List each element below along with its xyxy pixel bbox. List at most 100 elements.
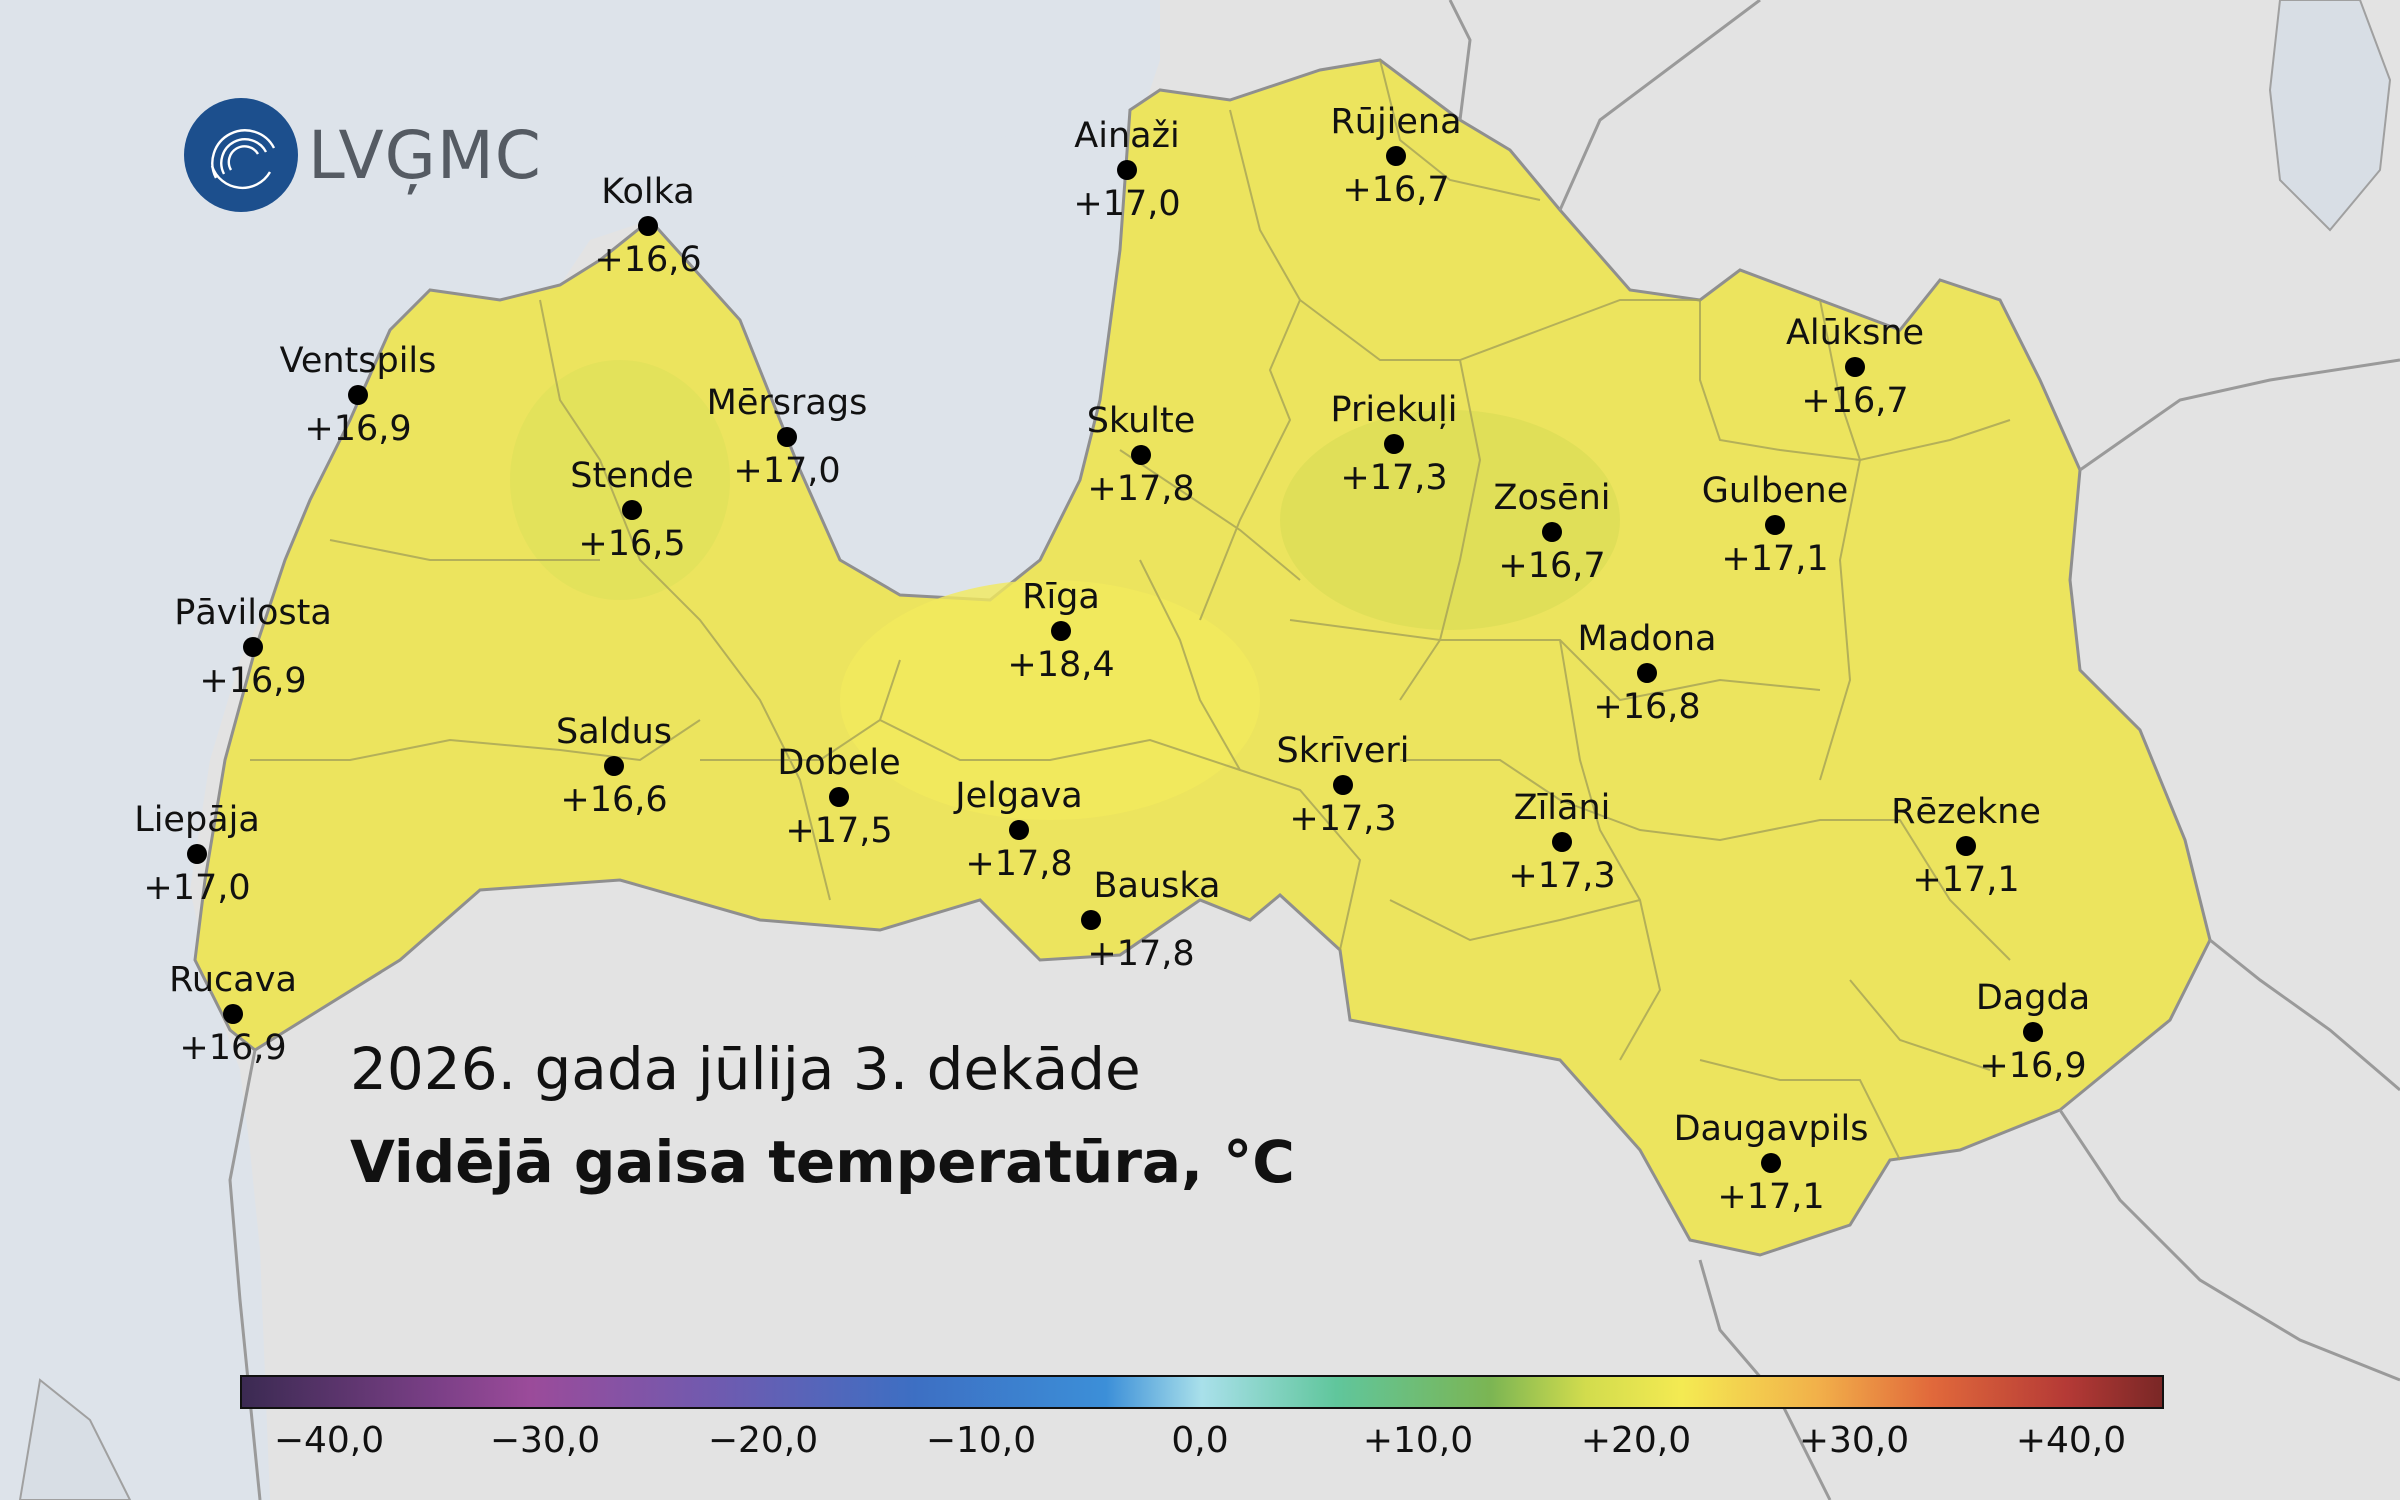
station-name: Skrīveri: [1276, 731, 1410, 771]
station-marker: [1009, 820, 1029, 840]
station-marker: [1637, 663, 1657, 683]
station-name: Ainaži: [1074, 116, 1180, 156]
station-marker: [1761, 1153, 1781, 1173]
station-name: Kolka: [601, 172, 695, 212]
station-name: Daugavpils: [1673, 1109, 1869, 1149]
station-name: Dagda: [1975, 978, 2091, 1018]
map-date: 2026. gada jūlija 3. dekāde: [350, 1035, 1141, 1103]
curonian-lagoon: [18, 1378, 132, 1500]
station-marker: [223, 1004, 243, 1024]
station-value: +17,1: [1717, 1177, 1825, 1217]
station-value: +16,9: [179, 1028, 287, 1068]
station-value: +16,6: [560, 780, 668, 820]
station-name: Rucava: [169, 960, 297, 1000]
lake-peipus: [2268, 0, 2392, 232]
station-marker: [2023, 1022, 2043, 1042]
station-name: Priekuļi: [1330, 390, 1458, 430]
station-marker: [1542, 522, 1562, 542]
station-marker: [243, 637, 263, 657]
station-value: +17,0: [733, 451, 841, 491]
station-value: +16,7: [1342, 170, 1450, 210]
station-name: Gulbene: [1701, 471, 1849, 511]
station-value: +16,8: [1593, 687, 1701, 727]
station-value: +17,1: [1721, 539, 1829, 579]
station-name: Bauska: [1093, 866, 1221, 906]
station-marker: [1765, 515, 1785, 535]
warm-zone: [840, 580, 1260, 820]
station-value: +17,0: [143, 868, 251, 908]
district-borders: [250, 59, 2011, 1161]
station-value: +16,9: [1979, 1046, 2087, 1086]
legend-tick: −30,0: [489, 1420, 601, 1461]
station-name: Saldus: [555, 712, 673, 752]
station-name: Mērsrags: [706, 383, 868, 423]
station-value: +16,7: [1801, 381, 1909, 421]
station-marker: [638, 216, 658, 236]
station-marker: [1384, 434, 1404, 454]
station-value: +17,3: [1508, 856, 1616, 896]
station-name: Dobele: [777, 743, 901, 783]
station-name: Stende: [570, 456, 694, 496]
station-marker: [1333, 775, 1353, 795]
lvgmc-logo: LVĢMC: [182, 96, 542, 214]
station-value: +18,4: [1007, 645, 1115, 685]
legend-tick: 0,0: [1171, 1420, 1229, 1461]
map-title: Vidējā gaisa temperatūra, °C: [350, 1128, 1295, 1196]
station-name: Ventspils: [279, 341, 437, 381]
station-marker: [622, 500, 642, 520]
station-marker: [829, 787, 849, 807]
station-name: Liepāja: [134, 800, 260, 840]
station-value: +17,0: [1073, 184, 1181, 224]
legend-tick: −40,0: [273, 1420, 385, 1461]
station-name: Rīga: [1022, 577, 1100, 617]
station-value: +17,8: [965, 844, 1073, 884]
station-marker: [1552, 832, 1572, 852]
station-value: +17,8: [1087, 469, 1195, 509]
station-name: Madona: [1577, 619, 1717, 659]
station-name: Skulte: [1086, 401, 1196, 441]
station-marker: [187, 844, 207, 864]
station-value: +16,5: [578, 524, 686, 564]
logo-text: LVĢMC: [308, 116, 542, 194]
station-marker: [604, 756, 624, 776]
station-marker: [1081, 910, 1101, 930]
station-name: Alūksne: [1785, 313, 1925, 353]
station-value: +17,1: [1912, 860, 2020, 900]
legend-tick: +30,0: [1798, 1420, 1910, 1461]
station-value: +17,3: [1340, 458, 1448, 498]
legend-tick: +10,0: [1362, 1420, 1474, 1461]
lvgmc-logo-icon: [184, 98, 298, 212]
station-value: +16,7: [1498, 546, 1606, 586]
station-value: +17,5: [785, 811, 893, 851]
station-marker: [1117, 160, 1137, 180]
station-marker: [1845, 357, 1865, 377]
station-marker: [777, 427, 797, 447]
station-value: +16,9: [199, 661, 307, 701]
station-name: Jelgava: [955, 776, 1083, 816]
station-value: +16,6: [594, 240, 702, 280]
station-name: Pāvilosta: [174, 593, 332, 633]
station-name: Rēzekne: [1891, 792, 2041, 832]
legend-tick: −10,0: [925, 1420, 1037, 1461]
gulf-of-riga: [650, 110, 1130, 600]
legend-tick: −20,0: [707, 1420, 819, 1461]
station-value: +17,3: [1289, 799, 1397, 839]
station-marker: [1131, 445, 1151, 465]
station-marker: [1386, 146, 1406, 166]
station-marker: [1956, 836, 1976, 856]
station-name: Zīlāni: [1513, 788, 1611, 828]
station-name: Zosēni: [1493, 478, 1611, 518]
station-value: +16,9: [304, 409, 412, 449]
station-name: Rūjiena: [1330, 102, 1462, 142]
temperature-color-scale: [240, 1375, 2164, 1409]
station-marker: [1051, 621, 1071, 641]
station-value: +17,8: [1087, 934, 1195, 974]
cool-zone: [1280, 410, 1620, 630]
legend-tick: +40,0: [2015, 1420, 2127, 1461]
station-marker: [348, 385, 368, 405]
legend-tick: +20,0: [1580, 1420, 1692, 1461]
cool-zone: [510, 360, 730, 600]
country-borders: [228, 0, 2400, 1500]
